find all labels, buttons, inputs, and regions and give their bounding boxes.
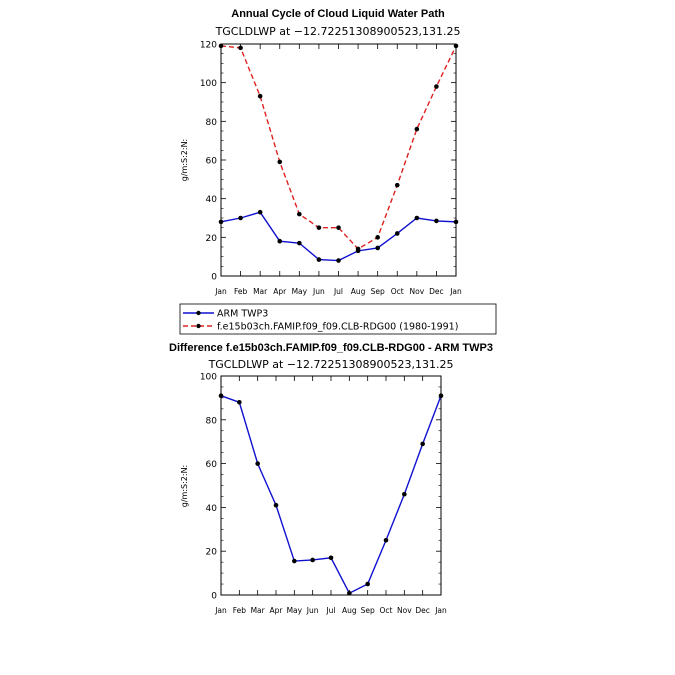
top-chart-subtitle: TGCLDLWP at −12.72251308900523,131.25 [215, 25, 461, 38]
top-chart-series-0-point [257, 209, 263, 215]
top-chart-series-1-point [277, 159, 283, 165]
bottom-chart-series-0-point [218, 393, 224, 399]
bottom-chart-series-0-point [255, 461, 260, 466]
top-chart-series-1-point [316, 225, 322, 230]
legend-marker-model [196, 323, 201, 329]
bottom-chart-xtick-label: Oct [380, 606, 393, 615]
bottom-chart-ytick-label: 40 [206, 504, 218, 514]
top-chart-ytick-label: 0 [211, 273, 217, 283]
top-chart-ylabel: g/m:S:2:N: [180, 139, 189, 182]
bottom-chart-xtick-label: Nov [397, 606, 412, 615]
top-chart-series-1-point [297, 211, 302, 217]
top-chart-xtick-label: Jan [214, 287, 227, 296]
top-chart-xtick-label: Sep [371, 287, 385, 296]
top-chart-xtick-label: Aug [351, 287, 366, 296]
top-chart-series-line-0 [220, 211, 457, 262]
bottom-chart-xtick-label: Jun [306, 606, 319, 615]
top-chart-xtick-label: May [292, 287, 308, 296]
top-chart-series-1-point [336, 225, 341, 230]
bottom-chart-series-0-point [402, 491, 407, 497]
bottom-chart-series-0-point [292, 558, 297, 564]
bottom-plot-area: 0 20 40 60 80 100 Jan Feb Mar Apr May Jun Jul Aug Sep O… [200, 373, 447, 616]
top-chart-series-0-point [414, 215, 420, 221]
top-chart-series-0-point [375, 245, 380, 251]
top-chart-xtick-label: Mar [253, 287, 268, 296]
bottom-chart-series-0-point [328, 555, 334, 561]
top-chart-series-0-point [238, 215, 243, 221]
bottom-chart-xtick-label: May [287, 606, 303, 615]
top-chart: Annual Cycle of Cloud Liquid Water Path … [179, 8, 497, 335]
top-chart-series-1-point [355, 246, 361, 252]
bottom-chart-xtick-label: Jan [434, 606, 447, 615]
legend: ARM TWP3 f.e15b03ch.FAMIP.f09_f09.CLB-RD… [179, 303, 497, 335]
bottom-chart-ytick-label: 80 [206, 416, 218, 426]
bottom-chart-series-0-point [347, 590, 352, 596]
top-chart-xtick-label: Jun [312, 287, 325, 296]
top-chart-series-0-point [336, 258, 341, 263]
bottom-chart-series-0-point [438, 393, 444, 399]
top-chart-series-0-point [277, 238, 283, 244]
bottom-chart-xtick-label: Jan [214, 606, 227, 615]
bottom-chart-xtick-label: Mar [251, 606, 266, 615]
top-chart-xtick-label: Dec [429, 287, 444, 296]
top-chart-series-1-point [238, 45, 243, 51]
top-chart-series-1-point [434, 84, 439, 89]
top-chart-xtick-label: Feb [234, 287, 248, 296]
bottom-chart-xtick-label: Apr [270, 606, 284, 615]
top-chart-series-0-point [434, 218, 439, 224]
bottom-chart-series-0-point [365, 581, 370, 587]
top-chart-series-1-point [394, 182, 400, 188]
legend-entry-model: f.e15b03ch.FAMIP.f09_f09.CLB-RDG00 (1980… [217, 322, 458, 333]
bottom-chart-xtick-label: Dec [415, 606, 430, 615]
bottom-chart-ytick-label: 100 [200, 373, 217, 383]
bottom-chart-series-0-point [237, 399, 242, 405]
bottom-chart-subtitle: TGCLDLWP at −12.72251308900523,131.25 [208, 358, 454, 371]
top-chart-ytick-label: 60 [206, 157, 218, 167]
top-chart-xtick-label: Nov [410, 287, 425, 296]
top-chart-title: Annual Cycle of Cloud Liquid Water Path [231, 8, 445, 20]
top-chart-ytick-label: 40 [206, 195, 218, 205]
bottom-chart-ylabel: g/m:S:2:N: [180, 465, 189, 508]
top-chart-xtick-label: Apr [273, 287, 287, 296]
top-chart-series-1-point [414, 126, 420, 132]
top-chart-series-1-point [375, 235, 380, 240]
legend-box [179, 303, 497, 335]
bottom-chart-series-0-point [420, 441, 425, 447]
bottom-chart-ytick-label: 20 [206, 548, 218, 558]
bottom-chart-series-0-point [383, 537, 389, 543]
top-plot-area: 0 20 40 60 80 100 120 Jan Feb Mar Apr May Jun Jul Aug S… [200, 41, 462, 297]
top-chart-series-0-point [394, 231, 400, 236]
top-chart-series-0-point [297, 240, 302, 246]
top-chart-ytick-label: 20 [206, 234, 218, 244]
bottom-chart-xtick-label: Jul [325, 606, 335, 615]
bottom-chart-series-0-point [310, 557, 315, 563]
top-chart-series-1-point [453, 43, 459, 49]
bottom-chart-ytick-label: 60 [206, 460, 218, 470]
bottom-chart-series-line-0 [220, 395, 442, 595]
top-chart-ytick-label: 80 [206, 118, 218, 128]
bottom-chart-xtick-label: Feb [233, 606, 247, 615]
top-chart-xtick-label: Oct [391, 287, 404, 296]
legend-marker-arm [196, 310, 201, 316]
top-chart-frame [220, 43, 457, 277]
top-chart-xtick-label: Jul [333, 287, 343, 296]
bottom-chart-series-0-point [273, 502, 279, 508]
top-chart-ytick-label: 120 [200, 41, 217, 51]
top-chart-series-1-point [257, 93, 263, 99]
top-chart-series-0-point [218, 219, 224, 225]
bottom-chart-xtick-label: Aug [342, 606, 357, 615]
top-chart-xtick-label: Jan [449, 287, 462, 296]
top-chart-ytick-label: 100 [200, 79, 217, 89]
legend-entry-arm: ARM TWP3 [217, 309, 268, 320]
bottom-chart: Difference f.e15b03ch.FAMIP.f09_f09.CLB-… [169, 342, 493, 615]
top-chart-series-0-point [316, 257, 322, 262]
bottom-chart-xtick-label: Sep [361, 606, 375, 615]
top-chart-series-0-point [453, 219, 459, 225]
bottom-chart-ytick-label: 0 [211, 592, 217, 602]
top-chart-series-1-point [218, 43, 224, 49]
bottom-chart-title: Difference f.e15b03ch.FAMIP.f09_f09.CLB-… [169, 342, 493, 354]
